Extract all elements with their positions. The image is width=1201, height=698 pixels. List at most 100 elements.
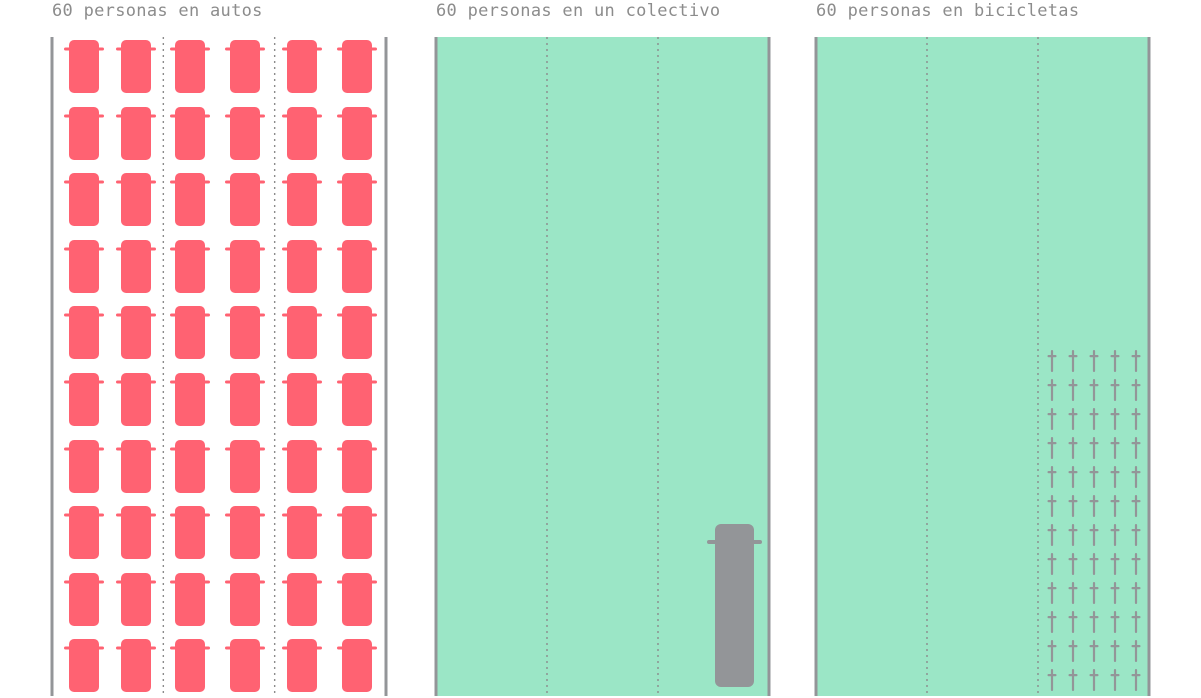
bicycle (1047, 640, 1057, 662)
road-edge-left (814, 37, 818, 696)
bicycle-handlebar (1131, 442, 1141, 445)
bicycle-frame (1113, 408, 1117, 430)
bicycle (1131, 495, 1141, 517)
bicycle (1089, 524, 1099, 546)
car-body (230, 373, 260, 426)
car-body (342, 573, 372, 626)
bicycle (1047, 553, 1057, 575)
car-body (342, 373, 372, 426)
car (337, 107, 377, 160)
bicycle-frame (1071, 379, 1075, 401)
car (64, 107, 104, 160)
car-body (342, 506, 372, 559)
car-body (175, 107, 205, 160)
bicycle (1131, 437, 1141, 459)
bicycle-frame (1134, 669, 1138, 691)
bicycle (1110, 437, 1120, 459)
car (282, 440, 322, 493)
bicycle (1047, 669, 1057, 691)
car-body (175, 173, 205, 226)
car-body (121, 639, 151, 692)
car (170, 173, 210, 226)
bicycle-handlebar (1131, 587, 1141, 590)
bicycle (1089, 611, 1099, 633)
bicycle-handlebar (1110, 529, 1120, 532)
bicycle (1131, 640, 1141, 662)
car-body (287, 639, 317, 692)
car (64, 173, 104, 226)
bicycle (1089, 669, 1099, 691)
panel-title-bicycles: 60 personas en bicicletas (816, 1, 1080, 21)
car (282, 107, 322, 160)
bicycle (1131, 379, 1141, 401)
car-body (342, 40, 372, 93)
car-body (69, 107, 99, 160)
bicycle-frame (1050, 582, 1054, 604)
bicycle-handlebar (1131, 645, 1141, 648)
bicycle-handlebar (1089, 616, 1099, 619)
bicycle-frame (1134, 640, 1138, 662)
bicycle-handlebar (1089, 384, 1099, 387)
bicycle (1110, 553, 1120, 575)
car (282, 506, 322, 559)
bicycle-frame (1050, 640, 1054, 662)
bicycle (1089, 495, 1099, 517)
bicycle-handlebar (1110, 500, 1120, 503)
bicycle (1089, 466, 1099, 488)
bicycle (1131, 553, 1141, 575)
car-body (287, 107, 317, 160)
bicycle-handlebar (1131, 616, 1141, 619)
car-body (175, 373, 205, 426)
car-body (69, 240, 99, 293)
car (170, 40, 210, 93)
bicycle (1068, 466, 1078, 488)
car-body (230, 573, 260, 626)
car (116, 107, 156, 160)
bicycle (1068, 669, 1078, 691)
bicycle-handlebar (1131, 413, 1141, 416)
bicycle-handlebar (1131, 500, 1141, 503)
bicycle (1047, 611, 1057, 633)
bicycle-frame (1113, 524, 1117, 546)
car (337, 306, 377, 359)
bicycle (1110, 669, 1120, 691)
car (282, 173, 322, 226)
bicycle-frame (1113, 495, 1117, 517)
bicycle-handlebar (1089, 587, 1099, 590)
car-body (69, 573, 99, 626)
bicycle-handlebar (1089, 500, 1099, 503)
bicycle-handlebar (1047, 471, 1057, 474)
car (170, 373, 210, 426)
bicycle (1047, 350, 1057, 372)
car (337, 639, 377, 692)
bicycle-handlebar (1089, 413, 1099, 416)
bicycle-handlebar (1110, 587, 1120, 590)
bicycle-handlebar (1068, 384, 1078, 387)
bicycle-frame (1092, 466, 1096, 488)
bicycle-frame (1092, 350, 1096, 372)
car (116, 306, 156, 359)
car (337, 40, 377, 93)
bicycle-frame (1071, 640, 1075, 662)
bicycle-frame (1050, 495, 1054, 517)
bicycle-frame (1134, 379, 1138, 401)
car (64, 240, 104, 293)
road-panel-cars (50, 37, 388, 696)
bicycle-frame (1134, 582, 1138, 604)
bicycle-frame (1050, 379, 1054, 401)
car (64, 573, 104, 626)
car-body (230, 173, 260, 226)
car-body (175, 573, 205, 626)
car (64, 306, 104, 359)
bicycle-handlebar (1068, 529, 1078, 532)
bicycle (1047, 524, 1057, 546)
car (337, 373, 377, 426)
car-body (69, 506, 99, 559)
car-body (121, 240, 151, 293)
bicycle-frame (1092, 611, 1096, 633)
bicycle (1068, 553, 1078, 575)
bicycle-frame (1071, 611, 1075, 633)
car-body (342, 240, 372, 293)
car-body (287, 306, 317, 359)
bicycle-handlebar (1047, 529, 1057, 532)
